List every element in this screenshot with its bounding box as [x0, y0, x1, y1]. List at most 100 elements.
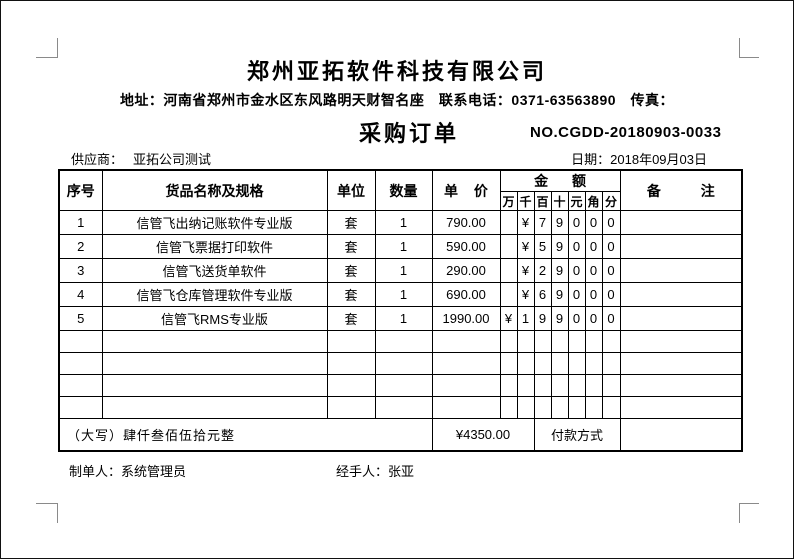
cell-digit: 0 [601, 282, 621, 307]
unit-jiao: 角 [584, 191, 603, 211]
cell-unit: 套 [326, 282, 376, 307]
cell-remark [619, 210, 743, 235]
cell-digit: 7 [533, 210, 552, 235]
cell-digit: 0 [567, 258, 586, 283]
cell-digit: 0 [567, 306, 586, 331]
maker-line: 制单人：系统管理员 [69, 461, 186, 480]
cell-digit [499, 210, 518, 235]
cell-digit: 9 [533, 306, 552, 331]
cell-remark [619, 306, 743, 331]
empty-row [58, 352, 743, 375]
cell-name: 信管飞仓库管理软件专业版 [101, 282, 328, 307]
table-row: 3 信管飞送货单软件 套 1 290.00 ¥ 2 9 0 0 0 [58, 258, 743, 283]
date-value: 2018年09月03日 [610, 152, 707, 167]
cell-digit: 0 [567, 282, 586, 307]
cell-name: 信管飞出纳记账软件专业版 [101, 210, 328, 235]
empty-row [58, 374, 743, 397]
cell-digit: ¥ [499, 306, 518, 331]
handler-label: 经手人： [336, 464, 389, 479]
crop-mark-top-left [36, 38, 58, 58]
col-header-amount: 金 额 [499, 169, 621, 192]
cell-remark [619, 234, 743, 259]
unit-shi: 十 [550, 191, 569, 211]
cell-name: 信管飞RMS专业版 [101, 306, 328, 331]
empty-row [58, 396, 743, 419]
maker-value: 系统管理员 [121, 464, 187, 479]
payment-method-label: 付款方式 [533, 418, 621, 451]
cell-digit: 0 [584, 258, 603, 283]
unit-qian: 千 [516, 191, 535, 211]
cell-digit: 5 [533, 234, 552, 259]
cell-name: 信管飞送货单软件 [101, 258, 328, 283]
unit-fen: 分 [601, 191, 621, 211]
crop-mark-top-right [739, 38, 759, 58]
cell-price: 590.00 [431, 234, 501, 259]
cell-digit: ¥ [516, 210, 535, 235]
cell-digit: 9 [550, 306, 569, 331]
cell-digit: 9 [550, 234, 569, 259]
cell-digit: 0 [567, 210, 586, 235]
cell-seq: 5 [58, 306, 103, 331]
empty-row [58, 330, 743, 353]
cell-qty: 1 [374, 210, 433, 235]
crop-mark-bottom-left [36, 503, 58, 523]
cell-digit: 0 [584, 306, 603, 331]
address-line: 地址：河南省郑州市金水区东风路明天财智名座 联系电话：0371-63563890… [119, 92, 675, 108]
unit-bai: 百 [533, 191, 552, 211]
cell-price: 790.00 [431, 210, 501, 235]
table-row: 5 信管飞RMS专业版 套 1 1990.00 ¥ 1 9 9 0 0 0 [58, 306, 743, 331]
cell-digit: ¥ [516, 234, 535, 259]
col-header-qty: 数量 [374, 169, 433, 211]
supplier-value: 亚拓公司测试 [133, 152, 212, 167]
summary-row: （大写）肆仟叁佰伍拾元整 ¥4350.00 付款方式 [58, 418, 743, 451]
handler-line: 经手人：张亚 [336, 461, 414, 480]
cell-digit: ¥ [516, 258, 535, 283]
order-number: NO.CGDD-20180903-0033 [530, 124, 722, 141]
cell-price: 290.00 [431, 258, 501, 283]
date-label: 日期： [571, 152, 611, 167]
cell-unit: 套 [326, 258, 376, 283]
cell-seq: 2 [58, 234, 103, 259]
header-row: 序号 货品名称及规格 单位 数量 单 价 金 额 备 注 [58, 169, 743, 211]
cell-seq: 1 [58, 210, 103, 235]
company-name: 郑州亚拓软件科技有限公司 [246, 59, 547, 84]
cell-qty: 1 [374, 282, 433, 307]
cell-digit: ¥ [516, 282, 535, 307]
cell-digit: 0 [601, 258, 621, 283]
cell-qty: 1 [374, 234, 433, 259]
date-line: 日期：2018年09月03日 [571, 149, 707, 168]
amount-in-words: （大写）肆仟叁佰伍拾元整 [58, 418, 433, 451]
cell-price: 690.00 [431, 282, 501, 307]
unit-yuan: 元 [567, 191, 586, 211]
cell-digit [499, 234, 518, 259]
cell-seq: 4 [58, 282, 103, 307]
cell-unit: 套 [326, 306, 376, 331]
cell-digit: 0 [601, 210, 621, 235]
cell-digit: 0 [584, 210, 603, 235]
cell-digit: 2 [533, 258, 552, 283]
purchase-order-table: 序号 货品名称及规格 单位 数量 单 价 金 额 备 注 万 千 百 十 元 角… [58, 169, 744, 452]
cell-digit: 0 [601, 234, 621, 259]
col-header-seq: 序号 [58, 169, 103, 211]
cell-remark [619, 418, 743, 451]
cell-digit: 9 [550, 282, 569, 307]
document-title: 采购订单 [358, 121, 459, 146]
cell-digit: 6 [533, 282, 552, 307]
cell-remark [619, 258, 743, 283]
supplier-label: 供应商： [71, 152, 124, 167]
total-amount: ¥4350.00 [431, 418, 535, 451]
supplier-line: 供应商： 亚拓公司测试 [71, 149, 211, 168]
table-row: 2 信管飞票据打印软件 套 1 590.00 ¥ 5 9 0 0 0 [58, 234, 743, 259]
maker-label: 制单人： [69, 464, 122, 479]
cell-digit: 9 [550, 210, 569, 235]
cell-remark [619, 282, 743, 307]
col-header-remark: 备 注 [619, 169, 743, 211]
table-row: 4 信管飞仓库管理软件专业版 套 1 690.00 ¥ 6 9 0 0 0 [58, 282, 743, 307]
cell-unit: 套 [326, 210, 376, 235]
cell-digit [499, 282, 518, 307]
cell-price: 1990.00 [431, 306, 501, 331]
cell-digit: 1 [516, 306, 535, 331]
col-header-unit: 单位 [326, 169, 376, 211]
cell-digit: 0 [584, 234, 603, 259]
